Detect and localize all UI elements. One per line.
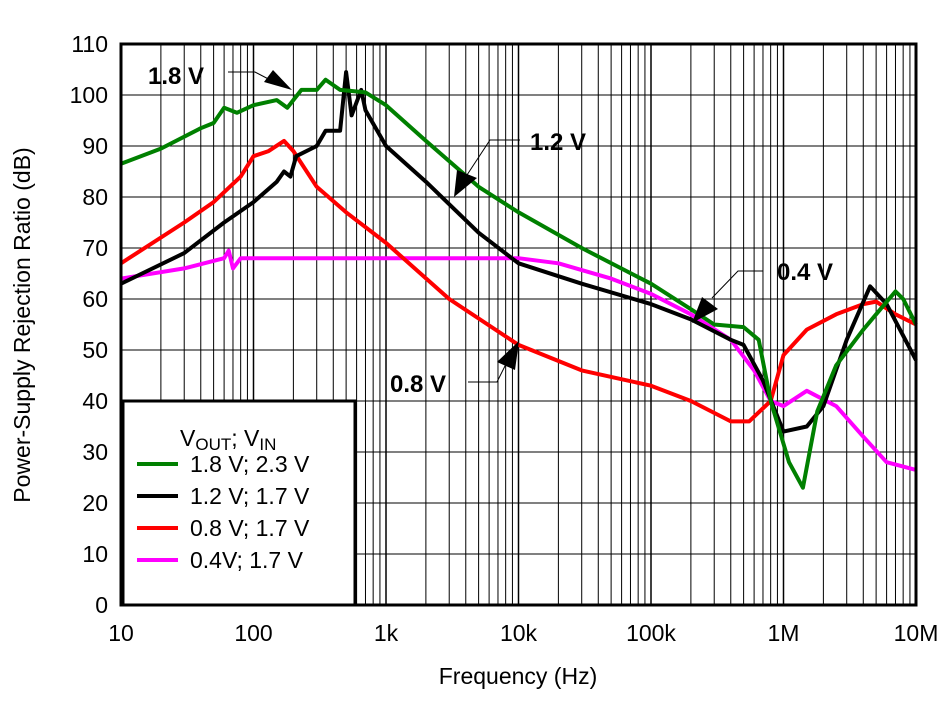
x-tick-label: 1k <box>374 620 399 646</box>
series-line-2 <box>119 138 917 424</box>
annotation-label: 0.4 V <box>777 259 833 286</box>
y-tick-label: 80 <box>82 184 108 210</box>
annotation-0-4v: 0.4 V <box>692 259 833 323</box>
series-line-0 <box>120 77 918 490</box>
arrow-icon <box>692 297 718 323</box>
legend-entry: 0.8 V; 1.7 V <box>190 515 310 541</box>
annotation-label: 0.8 V <box>390 371 446 398</box>
y-tick-label: 10 <box>82 541 108 567</box>
x-tick-label: 10 <box>108 620 134 646</box>
y-tick-label: 0 <box>95 592 108 618</box>
x-axis-label: Frequency (Hz) <box>439 663 597 689</box>
annotation-label: 1.8 V <box>148 63 204 90</box>
legend-entry: 0.4V; 1.7 V <box>190 547 304 573</box>
x-tick-label: 1M <box>768 620 800 646</box>
x-tick-label: 10M <box>894 620 939 646</box>
arrow-icon <box>454 170 477 197</box>
legend-entry: 1.2 V; 1.7 V <box>190 483 310 509</box>
x-tick-labels: 10 100 1k 10k 100k 1M 10M <box>108 620 938 646</box>
annotation-label: 1.2 V <box>530 129 586 156</box>
y-axis-label: Power-Supply Rejection Ratio (dB) <box>9 147 35 502</box>
y-tick-label: 90 <box>82 133 108 159</box>
x-tick-label: 10k <box>500 620 538 646</box>
annotation-0-8v: 0.8 V <box>390 341 519 398</box>
x-tick-label: 100 <box>234 620 272 646</box>
series-group <box>119 70 918 490</box>
y-tick-label: 50 <box>82 337 108 363</box>
series-line-1 <box>120 70 918 434</box>
legend: VOUT; VIN 1.8 V; 2.3 V 1.2 V; 1.7 V 0.8 V;… <box>121 399 357 607</box>
y-tick-label: 110 <box>71 31 108 57</box>
arrow-icon <box>497 341 519 370</box>
y-tick-labels: 0 10 20 30 40 50 60 70 80 90 100 110 <box>70 31 108 618</box>
y-tick-label: 30 <box>82 439 108 465</box>
y-tick-label: 20 <box>82 490 108 516</box>
legend-title: VOUT; VIN <box>180 425 276 454</box>
legend-entry: 1.8 V; 2.3 V <box>190 451 310 477</box>
y-tick-label: 40 <box>82 388 108 414</box>
annotation-1-8v: 1.8 V <box>148 63 292 90</box>
x-tick-label: 100k <box>626 620 676 646</box>
y-tick-label: 60 <box>82 286 108 312</box>
y-tick-label: 70 <box>82 235 108 261</box>
arrow-icon <box>264 70 292 90</box>
plot-frame <box>119 42 918 607</box>
y-tick-label: 100 <box>70 82 108 108</box>
annotation-1-2v: 1.2 V <box>454 129 586 197</box>
